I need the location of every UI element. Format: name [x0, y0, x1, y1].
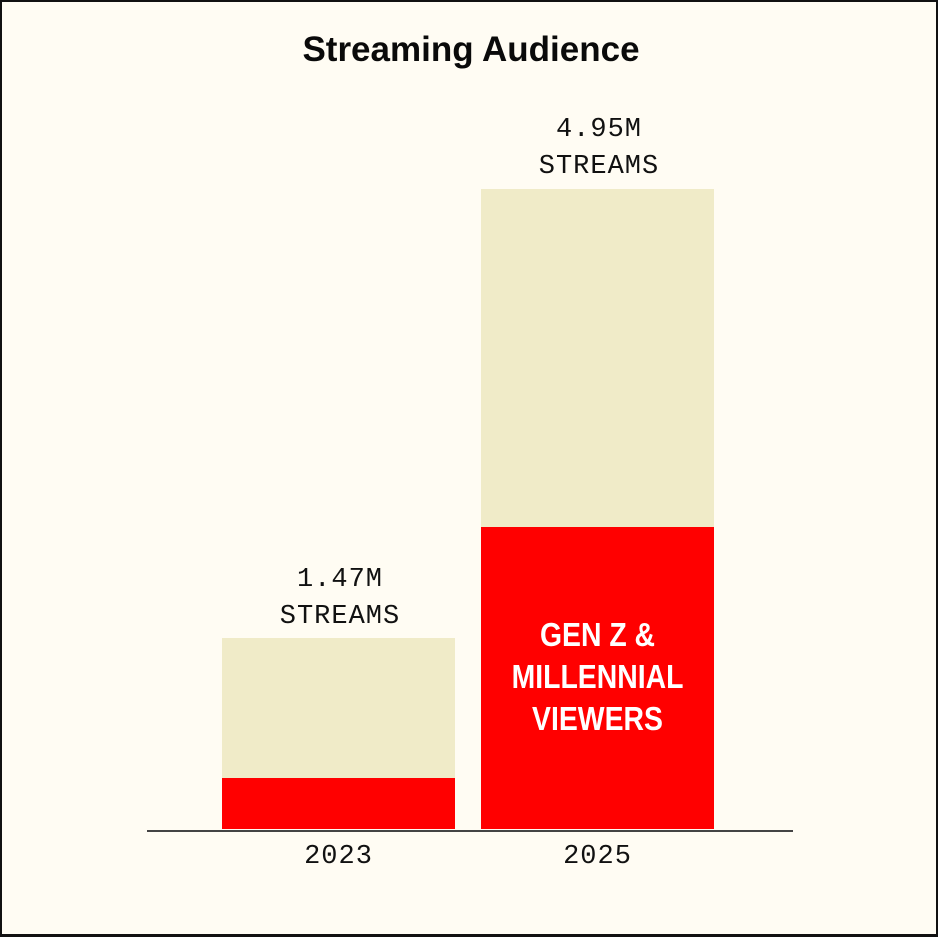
- genz-millennial-annotation: GEN Z & MILLENNIAL VIEWERS: [497, 614, 697, 740]
- annotation-line-2: MILLENNIAL: [511, 658, 684, 695]
- x-axis-baseline: [147, 830, 793, 832]
- bar-2025-total-label: 4.95M STREAMS: [469, 112, 729, 186]
- bar-2025-genz-segment: GEN Z & MILLENNIAL VIEWERS: [481, 527, 714, 829]
- bar-2023: [222, 638, 455, 829]
- bar-2023-value: 1.47M: [296, 565, 383, 595]
- x-tick-2025: 2025: [563, 842, 632, 872]
- bar-2025: GEN Z & MILLENNIAL VIEWERS: [481, 189, 714, 829]
- bar-2025-value: 4.95M: [555, 115, 642, 145]
- chart-title: Streaming Audience: [302, 30, 640, 69]
- bar-2023-total-label: 1.47M STREAMS: [210, 562, 470, 636]
- bar-2023-genz-segment: [222, 778, 455, 829]
- annotation-line-1: GEN Z &: [539, 616, 656, 653]
- x-tick-2023: 2023: [304, 842, 373, 872]
- bar-2023-unit: STREAMS: [279, 602, 401, 632]
- bar-2025-unit: STREAMS: [538, 152, 660, 182]
- annotation-line-3: VIEWERS: [532, 700, 663, 737]
